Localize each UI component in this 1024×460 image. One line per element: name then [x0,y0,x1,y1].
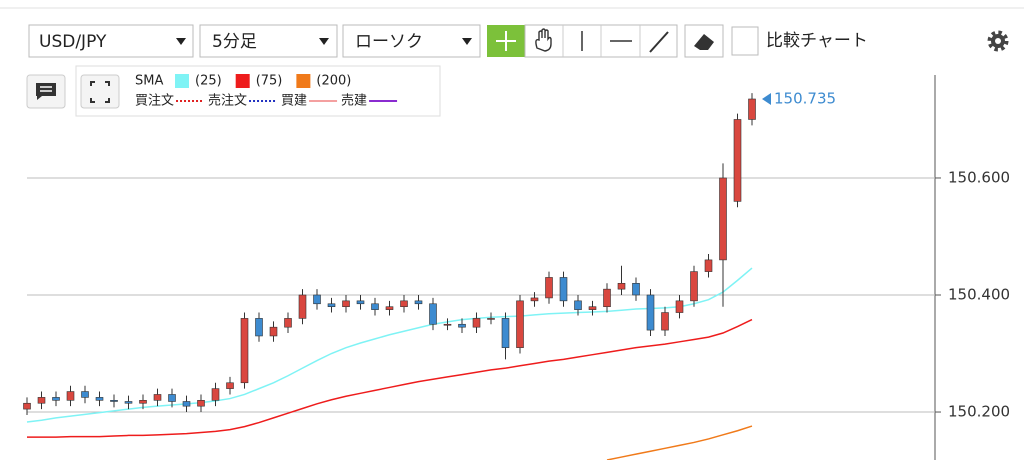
dropdown-arrow [462,38,472,45]
candle-body [516,300,524,348]
legend-swatch [235,74,250,88]
candle-body [545,277,553,299]
eraser-icon [694,34,714,50]
candle-body [472,318,481,328]
candle-body [356,300,365,305]
candle-body [37,397,46,404]
candle-body [23,402,31,410]
sma-line [606,425,753,460]
legend: (25) (75) (200) 買注文 売注文 買建 売建 [135,74,398,109]
candle-body [197,400,205,407]
candle-body [52,397,60,401]
y-tick-label: 150.400 [948,286,1010,304]
candle-body [588,306,597,310]
candle-body [153,394,162,401]
legend-swatch [296,74,311,88]
candle-body [704,259,713,272]
candle-body [646,294,655,331]
candle-body [139,400,147,404]
candle-body [226,382,234,389]
hand-icon[interactable] [535,28,552,52]
legend-label: 売注文 [208,93,247,109]
candle-body [327,303,336,308]
fullscreen-button[interactable] [80,74,120,109]
candle-body [675,300,684,313]
sma-line [27,318,753,438]
toolbar: USD/JPY 5分足 ローソク 比較チャート [28,24,1009,58]
candle-body [124,401,133,404]
last-price-arrow [762,92,771,105]
y-tick-label: 150.600 [948,168,1010,186]
candle-body [400,300,408,308]
candle-body [371,303,379,310]
candle-body [284,318,292,328]
chart-type-text: ローソク [355,32,423,52]
candle-body [458,323,466,328]
candle-body [733,119,742,202]
candle-body [443,323,452,326]
legend-frame [75,65,441,117]
gear-hole [995,38,1001,44]
candle-body [501,318,510,348]
crosshair-icon [496,31,516,51]
candle-body [298,294,307,319]
candle-body [414,300,423,305]
candle-body [617,282,626,290]
candle-body [690,271,698,302]
legend-label: 買建 [281,94,307,109]
fullscreen-icon [90,81,110,103]
legend-label: (25) [195,74,222,89]
y-tick-label: 150.200 [948,403,1010,421]
candle-body [385,306,394,310]
candle-body [748,98,756,120]
candle-body [530,297,539,302]
comment-lines [40,86,52,92]
compare-checkbox[interactable] [731,26,759,56]
candle-body [661,312,669,331]
candle-body [632,282,640,296]
compare-text: 比較チャート [766,31,868,51]
trendline-icon[interactable] [649,31,669,53]
candle-body [269,326,278,337]
plot-area: 150.200 150.400 150.600 150.735 [23,89,1010,460]
candle-body [313,294,321,305]
chart-type-select[interactable] [342,24,481,58]
candle-body [429,303,437,325]
legend-label: (75) [256,74,283,89]
legend-box: SMA [26,65,441,117]
sma-line [26,267,753,423]
candle-body [574,300,582,310]
candle-body [168,394,176,402]
dropdown-arrow [176,38,186,45]
legend-swatch [175,74,189,88]
gear-teeth [987,30,1009,52]
last-price-label: 150.735 [774,89,836,107]
candle-body [211,388,220,401]
candle-body [255,318,263,337]
candle-body [110,400,118,402]
candle-body [95,397,104,401]
sma-label: SMA [135,74,163,89]
candle-body [603,288,611,308]
legend-label: (200) [316,74,351,89]
candle-body [66,391,75,401]
interval-text: 5分足 [212,32,257,52]
symbol-select[interactable] [28,24,194,58]
candle-body [559,277,568,302]
symbol-text: USD/JPY [39,32,107,52]
legend-label: 売建 [341,93,367,109]
candle-body [342,300,350,308]
legend-label: 買注文 [135,94,174,109]
candle-body [719,177,727,261]
dropdown-arrow [319,38,329,45]
candle-body [487,318,495,320]
candle-body [81,391,89,398]
candle-body [240,318,249,384]
candle-body [182,401,191,407]
interval-select[interactable] [199,24,338,58]
settings-icon[interactable] [987,30,1009,52]
